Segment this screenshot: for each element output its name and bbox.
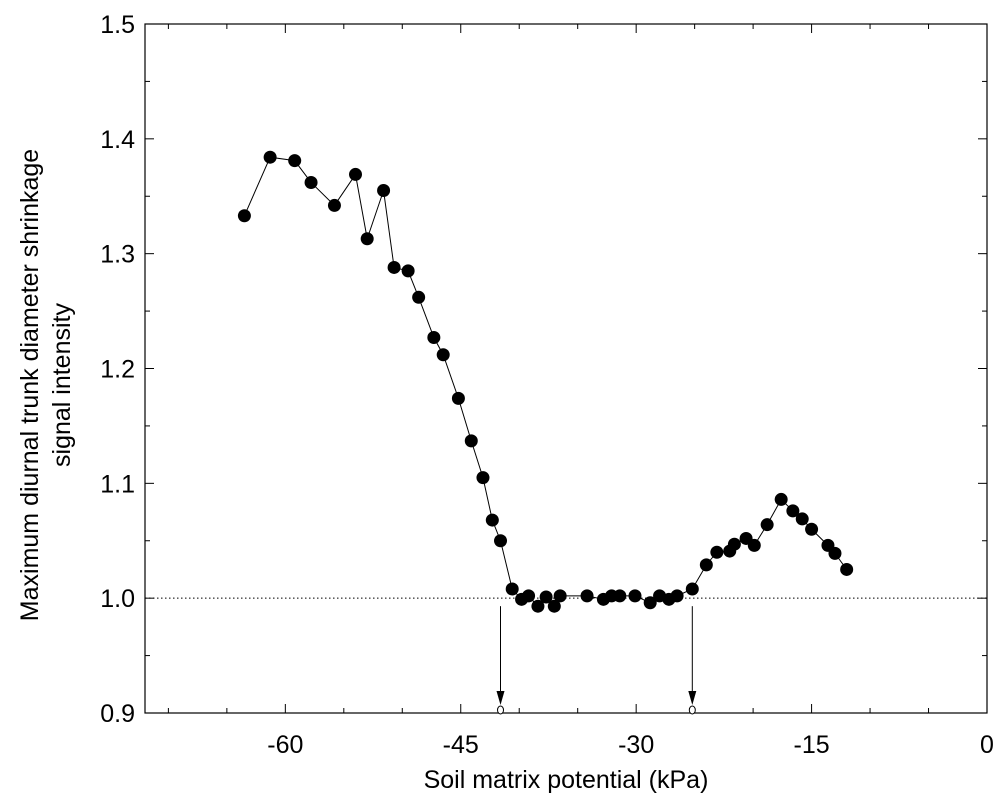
x-tick-label: 0 [980, 731, 994, 759]
axis-ticks [145, 23, 988, 714]
data-point [539, 590, 553, 604]
data-point [727, 537, 741, 551]
threshold-arrow-head [496, 691, 505, 705]
data-point [531, 599, 545, 613]
data-point [710, 545, 724, 559]
data-point [547, 599, 561, 613]
data-point [699, 558, 713, 572]
series-group [237, 150, 854, 613]
data-point [670, 589, 684, 603]
y-tick-label: 1.0 [100, 585, 135, 613]
data-point [401, 264, 415, 278]
y-tick-label: 1.3 [100, 241, 135, 269]
x-tick-label: -30 [618, 731, 654, 759]
data-point [628, 589, 642, 603]
y-tick-label: 0.9 [100, 700, 135, 728]
data-point [774, 492, 788, 506]
x-tick-label: -15 [794, 731, 830, 759]
x-axis-title: Soil matrix potential (kPa) [424, 766, 709, 794]
data-point [427, 330, 441, 344]
data-point [795, 512, 809, 526]
y-axis-title-line-1: Maximum diurnal trunk diameter shrinkage [16, 149, 44, 621]
y-axis-title-line-2: signal intensity [48, 303, 76, 467]
data-point [580, 589, 594, 603]
data-point [451, 391, 465, 405]
series-line [243, 156, 848, 608]
data-point [805, 522, 819, 536]
tick-labels: -60 -45 -30 -15 0 0.9 1.0 1.1 1.2 1.3 1.4 1.5 [100, 11, 994, 759]
plot-frame [144, 23, 988, 714]
y-tick-label: 1.4 [100, 126, 135, 154]
y-tick-label: 1.2 [100, 356, 135, 384]
y-tick-label: 1.1 [100, 470, 135, 498]
data-point [237, 209, 251, 223]
threshold-marker [688, 705, 696, 715]
data-point [747, 538, 761, 552]
data-point [760, 518, 774, 532]
x-tick-label: -60 [267, 731, 303, 759]
data-point [288, 154, 302, 168]
data-point [485, 513, 499, 527]
data-point [553, 589, 567, 603]
data-point [494, 534, 508, 548]
data-point [840, 562, 854, 576]
data-point [304, 175, 318, 189]
threshold-arrows [496, 606, 697, 715]
data-point [327, 198, 341, 212]
threshold-arrow-head [688, 691, 697, 705]
data-point [263, 150, 277, 164]
data-point [613, 589, 627, 603]
x-tick-label: -45 [443, 731, 479, 759]
data-point [349, 167, 362, 181]
data-point [436, 348, 450, 362]
data-point [377, 184, 391, 198]
data-point [505, 582, 519, 596]
data-point [522, 589, 536, 603]
data-point [360, 232, 374, 246]
data-point [387, 260, 401, 274]
data-point [828, 546, 842, 560]
data-point [464, 434, 478, 448]
data-point [476, 471, 490, 485]
data-point [412, 290, 426, 304]
data-point [685, 582, 699, 596]
y-tick-label: 1.5 [100, 11, 135, 39]
data-point [786, 504, 800, 518]
data-point [643, 596, 657, 610]
threshold-marker [497, 705, 505, 715]
